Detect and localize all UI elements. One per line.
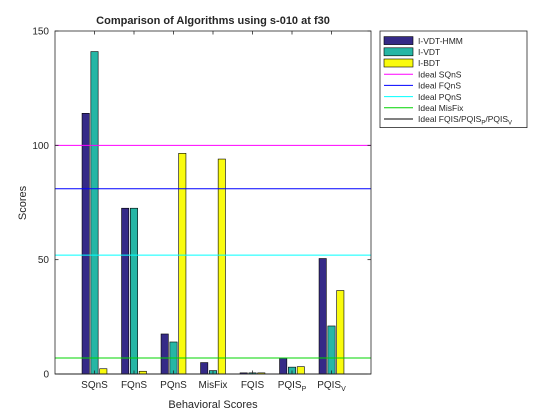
- legend-label: I-BDT: [418, 58, 440, 68]
- bar-i-bdt-0: [99, 368, 108, 375]
- legend-label: I-VDT: [418, 47, 440, 57]
- chart-title: Comparison of Algorithms using s-010 at …: [96, 15, 330, 27]
- legend-label: Ideal PQnS: [418, 92, 462, 102]
- bar-i-bdt-5: [296, 366, 305, 375]
- x-tick-label: PQISV: [317, 380, 346, 393]
- y-tick-label: 150: [32, 27, 49, 38]
- y-axis-label: Scores: [17, 185, 29, 220]
- bar-i-bdt-3: [217, 158, 226, 375]
- bar-i-vdt-hmm-5: [279, 357, 288, 375]
- legend-label: Ideal FQIS/PQISP/PQISV: [418, 114, 512, 127]
- bar-i-vdt-6: [327, 325, 336, 375]
- plot-area: 0 50 100 150 SQnS FQnS PQnS MisFix FQIS PQISP PQIS…: [32, 27, 372, 393]
- legend-swatch: [383, 58, 414, 68]
- bar-i-vdt-0: [90, 51, 99, 375]
- legend-swatch: [383, 36, 414, 45]
- bar-i-vdt-hmm-0: [81, 113, 90, 375]
- x-tick-label: FQIS: [241, 380, 265, 391]
- y-tick-label: 50: [38, 255, 50, 266]
- x-tick-label: PQISP: [278, 380, 307, 393]
- bar-i-bdt-2: [178, 153, 187, 375]
- x-axis-label: Behavioral Scores: [168, 399, 258, 411]
- bar-i-vdt-hmm-1: [121, 207, 130, 375]
- legend-label: Ideal FQnS: [418, 81, 461, 91]
- legend-swatch: [383, 47, 414, 57]
- x-tick-label: FQnS: [121, 380, 147, 391]
- y-tick-label: 0: [43, 370, 49, 381]
- x-tick-label: PQnS: [160, 380, 187, 391]
- legend-label: Ideal SQnS: [418, 69, 462, 79]
- bar-i-vdt-hmm-6: [318, 258, 327, 375]
- bar-i-vdt-hmm-3: [200, 362, 209, 375]
- legend-label: I-VDT-HMM: [418, 36, 463, 46]
- bar-i-bdt-6: [336, 290, 345, 375]
- legend-box: [379, 30, 528, 128]
- x-tick-label: MisFix: [199, 380, 228, 391]
- y-tick-label: 100: [32, 141, 49, 152]
- axes-background: [55, 31, 371, 374]
- x-tick-label: SQnS: [81, 380, 108, 391]
- legend-label: Ideal MisFix: [418, 103, 464, 113]
- bar-i-vdt-hmm-2: [160, 333, 169, 375]
- bar-i-vdt-1: [130, 207, 138, 375]
